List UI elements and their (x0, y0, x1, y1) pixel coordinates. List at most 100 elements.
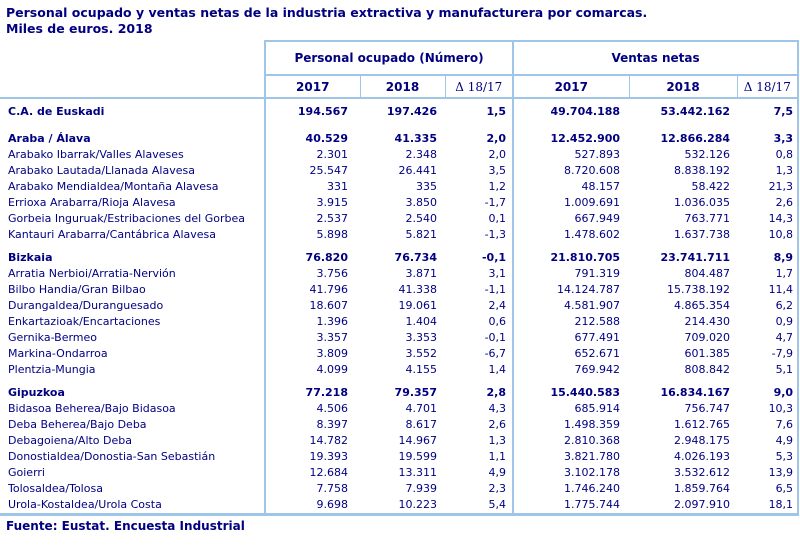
table-row: Bilbo Handia/Gran Bilbao 41.796 41.338 -… (0, 282, 800, 298)
personal-delta-cell: 2,0 (445, 124, 515, 147)
ventas-2018-cell: 58.422 (691, 180, 731, 193)
ventas-2017-cell: 49.704.188 (513, 97, 630, 124)
personal-delta-cell: 3,1 (445, 266, 515, 282)
sub-header-ventas-2017: 2017 (512, 74, 630, 99)
personal-2017-cell: 2.537 (316, 212, 349, 225)
ventas-2018-cell: 12.866.284 (660, 132, 731, 145)
ventas-2017-cell: 21.810.705 (550, 251, 621, 264)
region-name-cell: Arabako Lautada/Llanada Alavesa (0, 163, 266, 179)
region-name-cell: Araba / Álava (0, 124, 266, 147)
personal-2017-cell: 3.756 (316, 267, 349, 280)
table-row: Debagoiena/Alto Deba 14.782 14.967 1,3 2… (0, 433, 800, 449)
ventas-2017-cell: 2.810.368 (564, 434, 621, 447)
personal-2017-cell: 12.684 (309, 466, 349, 479)
personal-2018-cell: 7.939 (405, 482, 438, 495)
table-row: Bidasoa Beherea/Bajo Bidasoa 4.506 4.701… (0, 401, 800, 417)
personal-2018-cell: 4.701 (405, 402, 438, 415)
table-row: Araba / Álava 40.529 41.335 2,0 12.452.9… (0, 124, 800, 147)
personal-2017-cell: 4.506 (316, 402, 349, 415)
personal-delta-cell: 1,2 (445, 179, 515, 195)
ventas-2018-cell: 53.442.162 (629, 97, 738, 124)
region-name-cell: Donostialdea/Donostia-San Sebastián (0, 449, 266, 465)
table-row: Durangaldea/Duranguesado 18.607 19.061 2… (0, 298, 800, 314)
ventas-2017-cell: 769.942 (574, 363, 621, 376)
table-row: Enkartazioak/Encartaciones 1.396 1.404 0… (0, 314, 800, 330)
personal-delta-cell: -1,1 (445, 282, 515, 298)
ventas-2017-cell: 1.009.691 (564, 196, 621, 209)
ventas-2017-cell: 791.319 (574, 267, 621, 280)
personal-2018-cell: 4.155 (405, 363, 438, 376)
personal-2018-cell: 1.404 (405, 315, 438, 328)
ventas-2018-cell: 4.026.193 (674, 450, 731, 463)
personal-2018-cell: 41.338 (398, 283, 438, 296)
table-row: Urola-Kostaldea/Urola Costa 9.698 10.223… (0, 497, 800, 516)
ventas-2017-cell: 48.157 (581, 180, 621, 193)
personal-2018-cell: 41.335 (394, 132, 437, 145)
personal-delta-cell: -1,7 (445, 195, 515, 211)
ventas-2018-cell: 15.738.192 (667, 283, 731, 296)
ventas-2018-cell: 532.126 (684, 148, 731, 161)
personal-2017-cell: 19.393 (309, 450, 349, 463)
region-name-cell: Markina-Ondarroa (0, 346, 266, 362)
ventas-delta-cell: 18,1 (737, 497, 800, 516)
ventas-2018-cell: 808.842 (684, 363, 731, 376)
ventas-2017-cell: 1.478.602 (564, 228, 621, 241)
ventas-delta-cell: 13,9 (737, 465, 800, 481)
ventas-2018-cell: 1.036.035 (674, 196, 731, 209)
ventas-delta-cell: 4,9 (737, 433, 800, 449)
region-name-cell: Arratia Nerbioi/Arratia-Nervión (0, 266, 266, 282)
ventas-2017-cell: 12.452.900 (550, 132, 621, 145)
region-name-cell: Errioxa Arabarra/Rioja Alavesa (0, 195, 266, 211)
ventas-2017-cell: 1.775.744 (513, 497, 630, 516)
ventas-2017-cell: 1.746.240 (564, 482, 621, 495)
personal-2018-cell: 3.552 (405, 347, 438, 360)
personal-delta-cell: -6,7 (445, 346, 515, 362)
ventas-2017-cell: 652.671 (574, 347, 621, 360)
ventas-2017-cell: 15.440.583 (550, 386, 621, 399)
ventas-delta-cell: 1,3 (737, 163, 800, 179)
group-header-ventas-netas: Ventas netas (512, 40, 800, 76)
sub-header-ventas-2018: 2018 (628, 74, 738, 99)
ventas-2017-cell: 212.588 (574, 315, 621, 328)
table-row: Gipuzkoa 77.218 79.357 2,8 15.440.583 16… (0, 378, 800, 401)
personal-2017-cell: 4.099 (316, 363, 349, 376)
ventas-2017-cell: 527.893 (574, 148, 621, 161)
table-row: Tolosaldea/Tolosa 7.758 7.939 2,3 1.746.… (0, 481, 800, 497)
personal-2017-cell: 2.301 (316, 148, 349, 161)
personal-delta-cell: 1,1 (445, 449, 515, 465)
ventas-2018-cell: 763.771 (684, 212, 731, 225)
ventas-delta-cell: 21,3 (737, 179, 800, 195)
personal-2017-cell: 8.397 (316, 418, 349, 431)
region-name-cell: Arabako Mendialdea/Montaña Alavesa (0, 179, 266, 195)
personal-2018-cell: 3.850 (405, 196, 438, 209)
ventas-delta-cell: 6,2 (737, 298, 800, 314)
region-name-cell: Kantauri Arabarra/Cantábrica Alavesa (0, 227, 266, 243)
personal-2017-cell: 3.915 (316, 196, 349, 209)
ventas-2017-cell: 3.102.178 (564, 466, 621, 479)
ventas-2018-cell: 709.020 (684, 331, 731, 344)
ventas-2018-cell: 2.097.910 (629, 497, 738, 516)
corner-spacer (0, 75, 265, 98)
ventas-delta-cell: 10,3 (737, 401, 800, 417)
region-name-cell: C.A. de Euskadi (0, 97, 266, 124)
region-name-cell: Arabako Ibarrak/Valles Alaveses (0, 147, 266, 163)
table-row: Errioxa Arabarra/Rioja Alavesa 3.915 3.8… (0, 195, 800, 211)
sub-header-ventas-delta: Δ 18/17 (736, 74, 800, 99)
region-name-cell: Urola-Kostaldea/Urola Costa (0, 497, 266, 516)
table-row: Arabako Lautada/Llanada Alavesa 25.547 2… (0, 163, 800, 179)
personal-2018-cell: 3.353 (405, 331, 438, 344)
page-title: Personal ocupado y ventas netas de la in… (6, 5, 647, 37)
sub-header-personal-2017: 2017 (264, 74, 361, 99)
ventas-delta-cell: 5,3 (737, 449, 800, 465)
personal-delta-cell: 2,8 (445, 378, 515, 401)
table-row: Arabako Mendialdea/Montaña Alavesa 331 3… (0, 179, 800, 195)
table-row: Plentzia-Mungia 4.099 4.155 1,4 769.942 … (0, 362, 800, 378)
region-name-cell: Bilbo Handia/Gran Bilbao (0, 282, 266, 298)
personal-delta-cell: 1,5 (445, 97, 515, 124)
data-table: Personal ocupado (Número) Ventas netas 2… (0, 40, 800, 516)
ventas-delta-cell: 14,3 (737, 211, 800, 227)
personal-2018-cell: 335 (416, 180, 437, 193)
source-note: Fuente: Eustat. Encuesta Industrial (6, 519, 245, 533)
table-row: Bizkaia 76.820 76.734 -0,1 21.810.705 23… (0, 243, 800, 266)
